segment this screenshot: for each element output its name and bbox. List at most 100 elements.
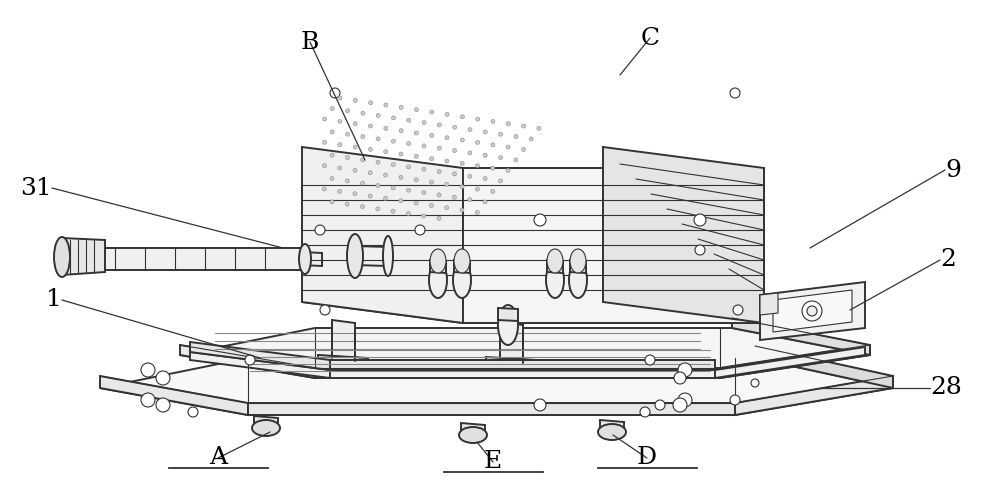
Text: D: D — [637, 447, 657, 469]
Circle shape — [353, 145, 357, 149]
Text: A: A — [209, 447, 227, 469]
Circle shape — [376, 207, 380, 211]
Polygon shape — [461, 423, 485, 437]
Ellipse shape — [459, 427, 487, 443]
Circle shape — [406, 188, 411, 192]
Circle shape — [376, 184, 380, 188]
Polygon shape — [600, 420, 624, 434]
Circle shape — [345, 155, 349, 159]
Circle shape — [445, 136, 449, 140]
Circle shape — [468, 128, 472, 132]
Circle shape — [399, 199, 403, 203]
Polygon shape — [92, 248, 305, 270]
Polygon shape — [547, 260, 563, 273]
Circle shape — [499, 132, 503, 136]
Circle shape — [361, 181, 365, 185]
Circle shape — [475, 210, 479, 214]
Circle shape — [361, 111, 365, 115]
Circle shape — [506, 145, 510, 149]
Circle shape — [453, 125, 457, 129]
Circle shape — [141, 363, 155, 377]
Circle shape — [346, 132, 350, 136]
Polygon shape — [498, 308, 518, 321]
Circle shape — [330, 153, 334, 157]
Circle shape — [384, 196, 388, 200]
Circle shape — [414, 131, 418, 135]
Circle shape — [506, 122, 510, 126]
Circle shape — [491, 190, 495, 194]
Ellipse shape — [54, 237, 70, 277]
Polygon shape — [315, 368, 720, 378]
Circle shape — [376, 160, 380, 164]
Circle shape — [483, 130, 487, 134]
Circle shape — [514, 158, 518, 162]
Circle shape — [506, 169, 510, 173]
Circle shape — [452, 195, 456, 199]
Polygon shape — [773, 290, 852, 332]
Circle shape — [330, 107, 334, 111]
Circle shape — [460, 138, 464, 142]
Circle shape — [807, 306, 817, 316]
Circle shape — [476, 164, 479, 167]
Circle shape — [430, 133, 434, 137]
Circle shape — [429, 203, 433, 207]
Circle shape — [422, 167, 426, 171]
Text: E: E — [484, 451, 502, 473]
Circle shape — [320, 305, 330, 315]
Polygon shape — [302, 252, 322, 266]
Circle shape — [422, 144, 426, 148]
Circle shape — [437, 123, 441, 127]
Circle shape — [733, 305, 743, 315]
Circle shape — [522, 147, 526, 151]
Text: 1: 1 — [46, 289, 62, 311]
Ellipse shape — [299, 244, 311, 274]
Polygon shape — [715, 347, 865, 378]
Circle shape — [468, 151, 472, 155]
Circle shape — [452, 172, 456, 176]
Polygon shape — [302, 302, 764, 323]
Circle shape — [476, 117, 480, 121]
Circle shape — [430, 110, 434, 114]
Circle shape — [384, 126, 388, 130]
Polygon shape — [180, 328, 870, 378]
Circle shape — [483, 177, 487, 181]
Circle shape — [678, 363, 692, 377]
Circle shape — [476, 140, 480, 144]
Circle shape — [751, 379, 759, 387]
Polygon shape — [463, 168, 764, 323]
Circle shape — [384, 173, 388, 177]
Polygon shape — [302, 147, 463, 323]
Circle shape — [376, 137, 380, 141]
Circle shape — [453, 148, 457, 152]
Polygon shape — [180, 345, 315, 378]
Text: 31: 31 — [20, 177, 52, 200]
Circle shape — [361, 134, 365, 138]
Polygon shape — [254, 416, 278, 430]
Circle shape — [694, 214, 706, 226]
Circle shape — [673, 398, 687, 412]
Circle shape — [368, 171, 372, 175]
Circle shape — [534, 214, 546, 226]
Circle shape — [330, 88, 340, 98]
Circle shape — [460, 115, 464, 119]
Circle shape — [437, 170, 441, 174]
Circle shape — [338, 189, 342, 193]
Polygon shape — [100, 358, 893, 415]
Circle shape — [460, 208, 464, 212]
Circle shape — [360, 205, 364, 209]
Polygon shape — [190, 352, 330, 378]
Ellipse shape — [429, 262, 447, 298]
Polygon shape — [330, 370, 715, 378]
Circle shape — [422, 121, 426, 125]
Circle shape — [384, 103, 388, 107]
Circle shape — [445, 206, 449, 210]
Circle shape — [445, 159, 449, 163]
Circle shape — [422, 191, 426, 195]
Circle shape — [330, 200, 334, 204]
Circle shape — [322, 163, 326, 167]
Circle shape — [361, 158, 365, 162]
Circle shape — [640, 407, 650, 417]
Circle shape — [322, 140, 326, 144]
Circle shape — [430, 157, 434, 161]
Circle shape — [414, 154, 418, 158]
